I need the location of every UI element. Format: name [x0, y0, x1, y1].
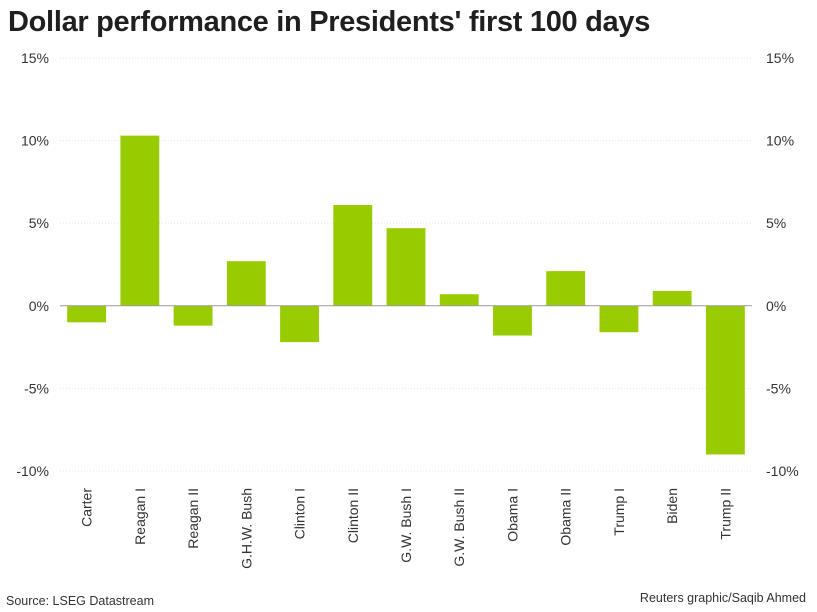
bar	[67, 305, 107, 323]
bar	[705, 305, 745, 455]
x-tick-label: Trump II	[717, 488, 733, 540]
x-tick-label: G.W. Bush II	[451, 488, 467, 567]
x-tick-label: G.W. Bush I	[398, 488, 414, 563]
bar	[493, 305, 532, 336]
graphic-credit: Reuters graphic/Saqib Ahmed	[639, 591, 806, 605]
bar	[439, 294, 479, 306]
chart-title: Dollar performance in Presidents' first …	[8, 6, 651, 38]
bar	[333, 205, 373, 306]
x-tick-label: Reagan II	[185, 488, 201, 549]
source-note: Source: LSEG Datastream	[6, 594, 154, 608]
y-axis-left: -10% -5% 0% 5% 10% 15%	[16, 50, 49, 479]
x-tick-label: Carter	[79, 488, 95, 527]
y-tick-label-right: 10%	[766, 133, 794, 149]
x-tick-label: Reagan I	[132, 488, 148, 545]
x-tick-label: Clinton II	[345, 488, 361, 543]
x-tick-label: Clinton I	[292, 488, 308, 539]
x-tick-label: Obama I	[504, 488, 520, 542]
y-tick-label-right: -10%	[766, 463, 799, 479]
y-tick-label-right: -5%	[766, 380, 791, 396]
bar	[546, 271, 586, 306]
bar	[280, 305, 319, 343]
bar	[226, 261, 266, 306]
bar	[652, 290, 692, 306]
y-tick-label-right: 0%	[766, 298, 786, 314]
y-tick-label-left: -5%	[24, 380, 49, 396]
x-tick-label: Trump I	[611, 488, 627, 536]
x-tick-label: Biden	[664, 488, 680, 524]
y-tick-label-left: 15%	[21, 50, 49, 66]
bar	[386, 228, 426, 306]
y-tick-label-left: 0%	[29, 298, 49, 314]
bar	[599, 305, 639, 333]
bar	[173, 305, 213, 326]
y-tick-label-left: 5%	[29, 215, 49, 231]
y-axis-right: -10% -5% 0% 5% 10% 15%	[766, 50, 799, 479]
x-axis-labels: Carter Reagan I Reagan II G.H.W. Bush Clinto…	[79, 488, 734, 569]
y-tick-label-left: -10%	[16, 463, 49, 479]
y-tick-label-right: 15%	[766, 50, 794, 66]
y-tick-label-left: 10%	[21, 133, 49, 149]
x-tick-label: G.H.W. Bush	[238, 488, 254, 569]
gridlines	[60, 57, 752, 472]
bars-group	[67, 135, 745, 455]
bar	[120, 135, 160, 306]
y-tick-label-right: 5%	[766, 215, 786, 231]
x-tick-label: Obama II	[558, 488, 574, 546]
